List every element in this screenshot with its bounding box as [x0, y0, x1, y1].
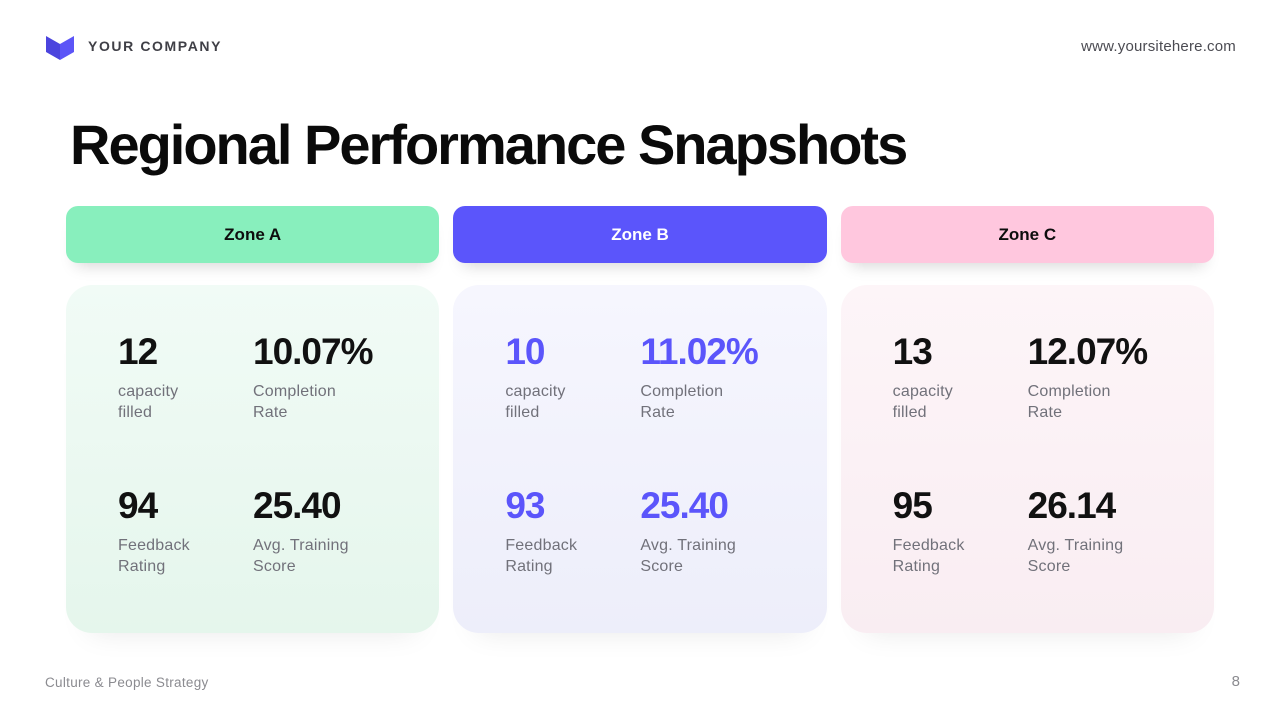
- stat-value: 11.02%: [640, 331, 758, 372]
- stat-label: Feedback Rating: [118, 536, 190, 576]
- stat-label: capacity filled: [118, 382, 179, 421]
- stat-value: 26.14: [1027, 485, 1117, 527]
- zone-a-header: Zone A: [66, 206, 440, 263]
- zone-b-header: Zone B: [453, 206, 827, 263]
- zone-c-header: Zone C: [840, 206, 1214, 263]
- stat-feedback-rating: 93 Feedback Rating: [505, 485, 640, 577]
- stat-value: 95: [892, 485, 933, 527]
- stat-label: Avg. Training Score: [1027, 536, 1124, 576]
- zone-b-column: Zone B 10 capacity filled 11.02% Complet…: [453, 206, 827, 633]
- stat-avg-training-score: 25.40 Avg. Training Score: [640, 485, 806, 577]
- stat-label: Completion Rate: [640, 382, 724, 421]
- stat-value: 25.40: [253, 485, 342, 527]
- stat-completion-rate: 12.07% Completion Rate: [1027, 331, 1194, 423]
- stat-value: 10: [505, 331, 545, 372]
- stat-completion-rate: 10.07% Completion Rate: [253, 331, 419, 423]
- stat-value: 13: [892, 331, 933, 372]
- stat-value: 25.40: [640, 485, 729, 527]
- stat-value: 10.07%: [253, 331, 374, 372]
- website-url: www.yoursitehere.com: [1081, 37, 1236, 55]
- zone-a-card: 12 capacity filled 10.07% Completion Rat…: [66, 285, 440, 633]
- stat-capacity-filled: 10 capacity filled: [505, 331, 640, 423]
- stat-feedback-rating: 95 Feedback Rating: [892, 485, 1028, 577]
- stat-label: Avg. Training Score: [253, 536, 349, 576]
- stat-label: Feedback Rating: [892, 536, 965, 576]
- zone-a-column: Zone A 12 capacity filled 10.07% Complet…: [66, 206, 440, 633]
- zone-c-card: 13 capacity filled 12.07% Completion Rat…: [840, 285, 1214, 633]
- stat-avg-training-score: 26.14 Avg. Training Score: [1027, 485, 1194, 577]
- stat-avg-training-score: 25.40 Avg. Training Score: [253, 485, 419, 577]
- page-title: Regional Performance Snapshots: [70, 113, 908, 176]
- stat-completion-rate: 11.02% Completion Rate: [640, 331, 806, 423]
- brand: YOUR COMPANY: [44, 31, 222, 61]
- page-number: 8: [1231, 673, 1240, 690]
- stat-label: Avg. Training Score: [640, 536, 737, 576]
- top-bar: YOUR COMPANY www.yoursitehere.com: [44, 30, 1236, 62]
- stat-value: 93: [505, 485, 545, 527]
- footer-caption: Culture & People Strategy: [45, 675, 209, 690]
- zone-c-column: Zone C 13 capacity filled 12.07% Complet…: [840, 206, 1214, 633]
- open-book-logo-icon: [44, 31, 76, 61]
- stat-label: Completion Rate: [1027, 382, 1111, 421]
- stat-label: Completion Rate: [253, 382, 336, 421]
- zone-b-card: 10 capacity filled 11.02% Completion Rat…: [453, 285, 827, 633]
- stat-capacity-filled: 13 capacity filled: [892, 331, 1028, 423]
- stat-value: 12: [118, 331, 158, 372]
- stat-value: 12.07%: [1027, 331, 1149, 372]
- stat-label: capacity filled: [892, 382, 953, 421]
- stat-feedback-rating: 94 Feedback Rating: [118, 485, 253, 577]
- stat-label: Feedback Rating: [505, 536, 578, 576]
- stat-capacity-filled: 12 capacity filled: [118, 331, 253, 423]
- stat-label: capacity filled: [505, 382, 566, 421]
- zone-columns: Zone A 12 capacity filled 10.07% Complet…: [66, 206, 1214, 633]
- stat-value: 94: [118, 485, 158, 527]
- company-name: YOUR COMPANY: [88, 38, 223, 54]
